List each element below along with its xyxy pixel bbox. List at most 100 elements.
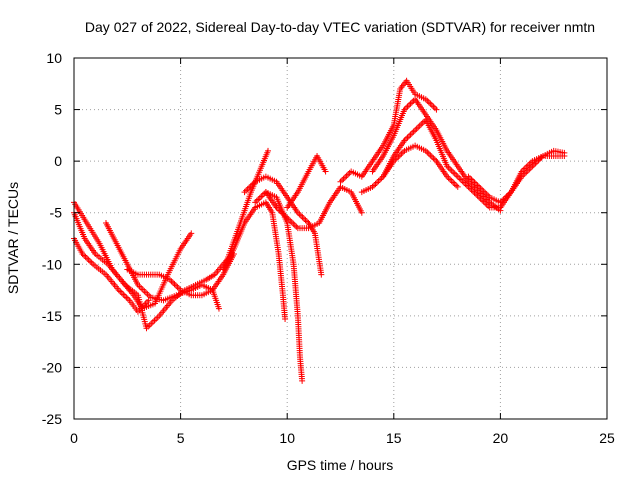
data-point [255, 196, 262, 203]
data-point [146, 322, 153, 329]
data-point [282, 315, 289, 322]
data-point [342, 174, 349, 181]
data-point [415, 124, 422, 131]
data-point [430, 155, 437, 162]
series-track-13 [369, 96, 504, 214]
data-point [290, 220, 297, 227]
data-point [454, 173, 461, 180]
data-point [425, 99, 432, 106]
data-point [419, 119, 426, 126]
data-point [173, 282, 180, 289]
data-point [171, 281, 178, 288]
data-point [299, 377, 306, 384]
data-point [450, 169, 457, 176]
data-point [453, 172, 460, 179]
data-point [148, 320, 155, 327]
series-track-4 [102, 220, 222, 312]
data-point [120, 291, 127, 298]
data-point [448, 178, 455, 185]
data-point [253, 197, 260, 204]
data-point [398, 150, 405, 157]
data-point [428, 153, 435, 160]
data-point [215, 305, 222, 312]
data-point [418, 121, 425, 128]
data-point [445, 175, 452, 182]
y-tick-label: -10 [42, 256, 62, 272]
series-track-9 [262, 183, 365, 232]
y-tick-label: -20 [42, 359, 62, 375]
data-point [447, 166, 454, 173]
data-point [497, 207, 504, 214]
data-point [88, 259, 95, 266]
data-point [343, 172, 350, 179]
data-point [431, 156, 438, 163]
data-point [299, 214, 306, 221]
data-point [453, 182, 460, 189]
y-tick-label: 0 [54, 153, 62, 169]
series-track-15 [465, 147, 568, 206]
x-tick-label: 5 [177, 430, 185, 446]
data-point [258, 193, 265, 200]
data-point [151, 317, 158, 324]
y-tick-label: -15 [42, 308, 62, 324]
data-point [407, 131, 414, 138]
data-point [358, 209, 365, 216]
data-point [123, 294, 130, 301]
data-point [84, 255, 91, 262]
data-point [337, 178, 344, 185]
data-point [457, 176, 464, 183]
x-tick-label: 15 [386, 430, 402, 446]
data-point [82, 253, 89, 260]
series-track-2 [71, 209, 195, 312]
axis-ticks: 0 5 10 15 20 25 -25 -20 -15 -10 -5 0 5 10 [42, 50, 615, 446]
data-point [138, 285, 145, 292]
data-point [142, 289, 149, 296]
series-track-8 [241, 173, 325, 278]
data-point [153, 315, 160, 322]
data-point [454, 183, 461, 190]
data-point [322, 168, 329, 175]
data-point [243, 187, 250, 194]
data-point [374, 179, 381, 186]
x-tick-label: 20 [493, 430, 509, 446]
data-point [404, 134, 411, 141]
data-point [431, 105, 438, 112]
plot-frame [73, 57, 608, 420]
x-tick-label: 0 [70, 430, 78, 446]
data-point [377, 176, 384, 183]
data-point [169, 279, 176, 286]
series-track-3 [71, 235, 152, 315]
y-tick-label: 10 [46, 50, 62, 66]
data-point [241, 189, 248, 196]
data-point [412, 127, 419, 134]
data-point [318, 271, 325, 278]
data-point [259, 192, 266, 199]
y-axis-title: SDTVAR / TECUs [5, 182, 21, 294]
data-point [141, 288, 148, 295]
data-point [174, 284, 181, 291]
chart-title: Day 027 of 2022, Sidereal Day-to-day VTE… [85, 19, 595, 35]
data-point [406, 133, 413, 140]
data-point [154, 314, 161, 321]
data-point [409, 99, 416, 106]
data-point [117, 288, 124, 295]
series-track-6 [220, 199, 289, 322]
data-point [85, 256, 92, 263]
series-track-1 [71, 147, 272, 332]
data-point [433, 106, 440, 113]
data-point [450, 179, 457, 186]
data-point [413, 125, 420, 132]
data-point [407, 100, 414, 107]
data-point [139, 286, 146, 293]
data-point [375, 178, 382, 185]
data-point [451, 180, 458, 187]
data-marks [71, 77, 568, 384]
data-point [118, 290, 125, 297]
data-point [265, 147, 272, 154]
y-tick-label: -25 [42, 411, 62, 427]
data-point [302, 217, 309, 224]
data-point [288, 219, 295, 226]
y-tick-label: 5 [54, 102, 62, 118]
data-point [402, 136, 409, 143]
data-point [404, 103, 411, 110]
